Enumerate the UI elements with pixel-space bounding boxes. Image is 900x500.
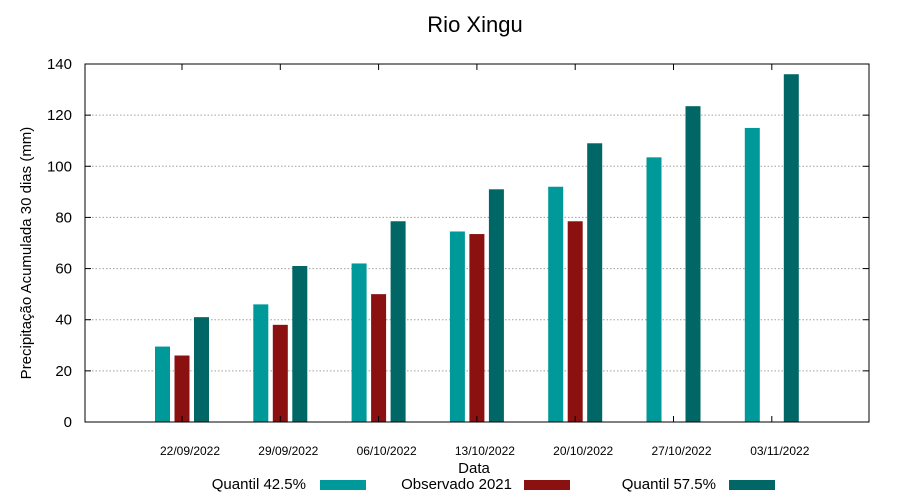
y-axis-label: Precipitação Acumulada 30 dias (mm) [18,127,35,380]
bar [548,186,564,422]
y-tick-label: 0 [64,414,72,431]
bar [155,346,170,422]
bar [646,157,662,423]
x-axis-ticks: 22/09/2022 29/09/2022 06/10/2022 13/10/2022… [160,64,810,458]
bar [371,294,387,422]
x-tick-label: 27/10/2022 [651,444,711,458]
bar [272,324,288,422]
y-tick-label: 60 [55,261,72,278]
y-tick-label: 120 [47,107,72,124]
x-tick-label: 22/09/2022 [160,444,220,458]
bar [449,231,465,422]
y-tick-label: 40 [55,312,72,329]
y-tick-label: 140 [47,56,72,73]
x-tick-label: 06/10/2022 [357,444,417,458]
legend-label: Quantil 57.5% [622,476,716,493]
bars [155,74,799,423]
bar [174,355,190,422]
x-tick-label: 03/11/2022 [750,444,809,458]
legend-swatch [524,480,570,490]
x-tick-label: 29/09/2022 [258,444,318,458]
legend: Quantil 42.5% Observado 2021 Quantil 57.5% [212,476,775,493]
bar [351,263,367,422]
bar [469,234,485,422]
legend-label: Quantil 42.5% [212,476,306,493]
y-tick-label: 80 [55,209,72,226]
bar [685,106,701,422]
legend-label: Observado 2021 [401,476,512,493]
bar [783,74,799,422]
x-tick-label: 13/10/2022 [455,444,515,458]
bar [390,221,406,422]
bar [744,127,760,422]
bar [488,189,504,422]
y-tick-label: 20 [55,363,72,380]
x-axis-label: Data [458,460,490,477]
chart-title: Rio Xingu [427,12,522,37]
legend-swatch [729,480,775,490]
legend-swatch [320,480,366,490]
bar [253,304,269,422]
bar [567,221,583,422]
y-axis-ticks: 0 20 40 60 80 100 120 140 [47,56,869,431]
x-tick-label: 20/10/2022 [553,444,613,458]
y-tick-label: 100 [47,158,72,175]
bar [194,317,209,422]
bar [587,143,603,422]
bar [292,266,308,422]
